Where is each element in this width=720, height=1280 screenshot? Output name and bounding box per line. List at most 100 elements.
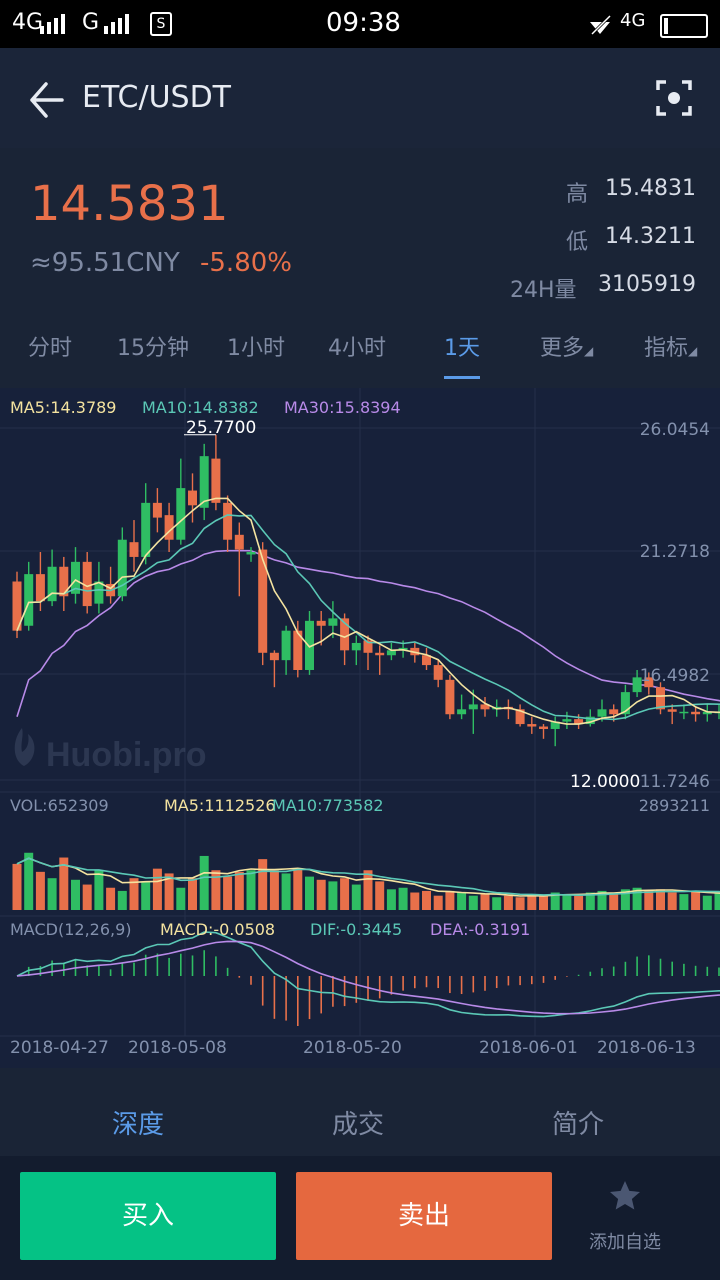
macd-value: MACD:-0.0508 bbox=[160, 920, 276, 939]
volume-bar bbox=[152, 868, 162, 910]
candle-body bbox=[152, 502, 162, 518]
low-value: 14.3211 bbox=[605, 224, 696, 249]
date-label-1: 2018-04-27 bbox=[10, 1038, 109, 1058]
tab-indicators[interactable]: 指标◢ bbox=[644, 330, 697, 362]
volume-bar bbox=[223, 876, 233, 910]
kline-chart[interactable]: Huobi.pro MA5:14.3789 MA10:14.8382 MA30:… bbox=[0, 388, 720, 1068]
tab-4hour[interactable]: 4小时 bbox=[328, 336, 386, 361]
sell-button[interactable]: 卖出 bbox=[296, 1172, 552, 1260]
volume-bar bbox=[480, 894, 490, 910]
y-tick-1: 26.0454 bbox=[639, 420, 710, 440]
volume-bar bbox=[211, 870, 221, 910]
s-badge: S bbox=[150, 12, 172, 36]
candle-body bbox=[667, 709, 677, 712]
volume-bar bbox=[305, 876, 314, 910]
volume-bar bbox=[363, 870, 373, 910]
volume-bar bbox=[656, 889, 665, 910]
candle-body bbox=[328, 618, 338, 626]
volume-bar bbox=[188, 878, 197, 910]
flame-icon bbox=[14, 728, 35, 766]
add-favorite-button[interactable]: 添加自选 bbox=[570, 1172, 680, 1260]
volume-bar bbox=[258, 859, 268, 910]
buy-button[interactable]: 买入 bbox=[20, 1172, 276, 1260]
volume-bar bbox=[351, 884, 361, 910]
tab-timeshare[interactable]: 分时 bbox=[28, 336, 73, 361]
volume-bar bbox=[620, 889, 630, 910]
candle-body bbox=[199, 456, 209, 508]
tab-more[interactable]: 更多◢ bbox=[540, 330, 593, 362]
candle-body bbox=[422, 655, 431, 666]
candle-body bbox=[656, 687, 665, 710]
wifi-off-icon bbox=[590, 14, 612, 36]
fullscreen-icon[interactable] bbox=[654, 78, 694, 118]
candle-body bbox=[644, 677, 654, 688]
vol-max-label: 2893211 bbox=[638, 796, 710, 815]
clock: 09:38 bbox=[326, 8, 401, 38]
candle-body bbox=[609, 709, 619, 715]
candle-body bbox=[188, 490, 197, 506]
candle-body bbox=[445, 679, 455, 715]
candle-body bbox=[246, 552, 256, 555]
volume-bar bbox=[609, 892, 619, 910]
candle-body bbox=[269, 652, 279, 661]
candle-body bbox=[71, 561, 80, 594]
volume-bar bbox=[47, 878, 57, 910]
candle-body bbox=[211, 458, 221, 503]
tab-depth[interactable]: 深度 bbox=[112, 1110, 165, 1140]
volume-bar bbox=[328, 881, 338, 910]
candle-body bbox=[141, 502, 151, 557]
volume-bar bbox=[550, 892, 560, 910]
y-tick-3: 16.4982 bbox=[639, 666, 710, 686]
volume-bar bbox=[24, 852, 34, 910]
volume-bar bbox=[12, 863, 22, 910]
volume-bar bbox=[35, 871, 45, 910]
volume-bar bbox=[199, 855, 209, 910]
candle-body bbox=[24, 574, 34, 626]
volume-bar bbox=[515, 897, 525, 910]
ma-lines bbox=[16, 497, 720, 725]
volume-bar bbox=[574, 895, 584, 910]
volume-bar bbox=[59, 857, 69, 910]
volume-bar bbox=[468, 895, 478, 910]
huobi-watermark: Huobi.pro bbox=[14, 728, 207, 774]
back-arrow-icon[interactable] bbox=[26, 80, 66, 120]
volume-bar bbox=[82, 884, 92, 910]
chart-grid bbox=[0, 388, 720, 1037]
volume-bar bbox=[281, 873, 291, 910]
candle-body bbox=[47, 566, 57, 602]
candle-body bbox=[574, 719, 584, 725]
network-indicator-3: 4G bbox=[620, 10, 646, 31]
volume-bar bbox=[340, 878, 350, 910]
candle-body bbox=[527, 724, 537, 727]
y-tick-4: 11.7246 bbox=[639, 772, 710, 792]
tab-1day[interactable]: 1天 bbox=[444, 336, 480, 361]
candle-body bbox=[363, 640, 373, 653]
volume-bar bbox=[714, 892, 720, 910]
candle-body bbox=[281, 630, 291, 661]
dif-value: DIF:-0.3445 bbox=[310, 920, 403, 939]
volume-bar bbox=[632, 887, 642, 910]
macd-panel bbox=[16, 931, 720, 1026]
vol-ma10-line bbox=[16, 857, 720, 897]
candle-body bbox=[515, 709, 525, 725]
volume-bars bbox=[12, 852, 720, 910]
vol-legend: VOL:652309 bbox=[10, 796, 109, 815]
watermark-text: Huobi.pro bbox=[46, 736, 207, 774]
candle-body bbox=[550, 721, 560, 729]
info-tabs: 深度 成交 简介 bbox=[0, 1076, 720, 1156]
volume-bar bbox=[527, 894, 537, 910]
volume-bar bbox=[539, 895, 548, 910]
tab-trades[interactable]: 成交 bbox=[332, 1110, 385, 1140]
volume-label: 24H量 bbox=[510, 278, 577, 303]
y-tick-2: 21.2718 bbox=[639, 542, 710, 562]
volume-bar bbox=[433, 895, 443, 910]
candle-body bbox=[176, 488, 186, 540]
volume-bar bbox=[375, 881, 385, 910]
tab-indicators-label: 指标 bbox=[644, 336, 689, 361]
tab-intro[interactable]: 简介 bbox=[552, 1110, 605, 1140]
volume-bar bbox=[422, 890, 431, 910]
candle-body bbox=[562, 719, 572, 722]
tab-15min[interactable]: 15分钟 bbox=[117, 336, 189, 361]
volume-bar bbox=[679, 894, 689, 910]
tab-1hour[interactable]: 1小时 bbox=[227, 336, 285, 361]
